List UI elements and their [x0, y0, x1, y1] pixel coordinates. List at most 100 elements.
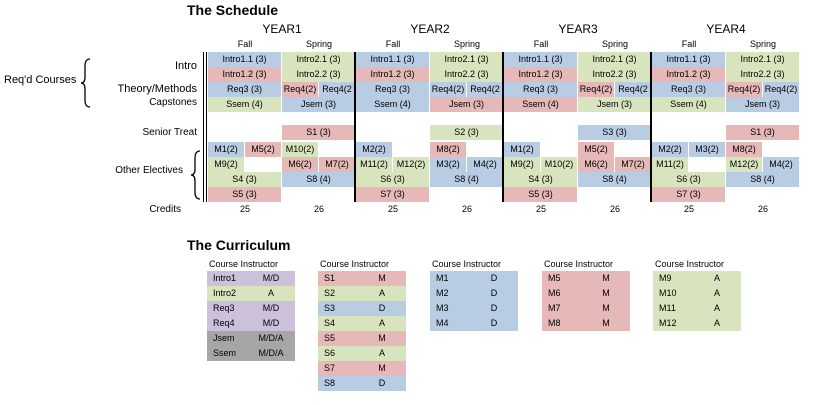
course-cell: Ssem [213, 348, 237, 358]
credit-value: 26 [609, 204, 620, 214]
table-row: M12 A [653, 316, 741, 331]
schedule-cell: M4(2) [467, 157, 503, 172]
schedule-cell: Jsem (3) [282, 97, 355, 112]
schedule-cell: Jsem (3) [726, 97, 799, 112]
schedule-cell: S7 (3) [356, 187, 429, 202]
schedule-cell: M7(2) [615, 157, 651, 172]
table-row: M5 M [542, 271, 630, 286]
schedule-cell: S4 (3) [208, 172, 281, 187]
instructor-cell: M/D/A [258, 333, 284, 343]
schedule-cell: Intro1.2 (3) [356, 67, 429, 82]
header-course: Course [320, 259, 350, 269]
instructor-cell: M/D/A [258, 348, 284, 358]
credit-value: 26 [461, 204, 472, 214]
schedule-cell: Intro2.2 (3) [726, 67, 799, 82]
schedule-cell: Req4(2) [282, 82, 318, 97]
schedule-cell: S8 (4) [726, 172, 799, 187]
row-label-theory: Theory/Methods [117, 83, 197, 95]
table-row: Jsem M/D/A [207, 331, 295, 346]
credit-value: 25 [387, 204, 398, 214]
table-header: Course Instructor [430, 257, 518, 271]
schedule-cell: Ssem (4) [504, 97, 577, 112]
table-header: Course Instructor [207, 257, 295, 271]
schedule-cell: S3 (3) [578, 125, 651, 140]
course-cell: M1 [436, 273, 449, 283]
course-cell: M10 [659, 288, 677, 298]
instructor-cell: A [713, 273, 720, 283]
table-row: M11 A [653, 301, 741, 316]
row-label-other-electives: Other Electives [115, 165, 183, 176]
schedule-cell: S8 (4) [430, 172, 503, 187]
course-cell: M11 [659, 303, 676, 313]
schedule-cell: Req4(2) [430, 82, 466, 97]
schedule-cell: M6(2) [282, 157, 318, 172]
table-row: M3 D [430, 301, 518, 316]
brace-reqd-icon [80, 58, 91, 108]
row-label-senior-treat: Senior Treat [142, 127, 197, 138]
row-label-intro: Intro [174, 60, 197, 72]
instructor-cell: A [378, 318, 385, 328]
course-cell: Req4 [213, 318, 235, 328]
instructor-cell: M [378, 273, 386, 283]
course-cell: S8 [324, 378, 336, 388]
schedule-cell: Ssem (4) [208, 97, 281, 112]
instructor-cell: M/D [262, 318, 280, 328]
course-cell: S1 [324, 273, 336, 283]
course-cell: Intro2 [213, 288, 237, 298]
schedule-cell: Intro1.1 (3) [356, 52, 429, 67]
course-cell: Req3 [213, 303, 235, 313]
table-row: Intro2 A [207, 286, 295, 301]
schedule-cell: Req4(2 [615, 82, 651, 97]
header-course: Course [432, 259, 462, 269]
course-cell: S5 [324, 333, 336, 343]
year-divider [206, 52, 207, 202]
schedule-cell: S5 (3) [208, 187, 281, 202]
credit-value: 25 [683, 204, 694, 214]
year-header-4: YEAR4 [706, 22, 746, 36]
curriculum-table: Course Instructor M5 M M6 M M7 M M8 M [542, 257, 630, 331]
instructor-cell: D [490, 303, 498, 313]
schedule-cell: Jsem (3) [430, 97, 503, 112]
instructor-cell: M [602, 318, 610, 328]
course-cell: Intro1 [213, 273, 237, 283]
schedule-cell: M9(2) [208, 157, 244, 172]
schedule-cell: M11(2) [356, 157, 392, 172]
credit-value: 25 [239, 204, 250, 214]
table-row: S2 A [318, 286, 406, 301]
instructor-cell: D [490, 318, 498, 328]
schedule-cell: S5 (3) [504, 187, 577, 202]
schedule-cell: Req3 (3) [652, 82, 725, 97]
schedule-cell: Req4(2 [467, 82, 503, 97]
curriculum-table: Course Instructor M9 A M10 A M11 A M12 A [653, 257, 741, 331]
instructor-cell: M/D [262, 303, 280, 313]
year-divider [354, 52, 356, 202]
course-cell: M9 [659, 273, 672, 283]
schedule-cell: S7 (3) [652, 187, 725, 202]
header-course: Course [544, 259, 574, 269]
schedule-cell: Req4(2) [578, 82, 614, 97]
semester-header: Fall [237, 39, 253, 49]
course-cell: S4 [324, 318, 336, 328]
table-row: M7 M [542, 301, 630, 316]
year-header-3: YEAR3 [558, 22, 598, 36]
schedule-cell: M5(2) [578, 142, 614, 157]
header-instructor: Instructor [575, 259, 614, 269]
course-cell: M3 [436, 303, 449, 313]
curriculum-table: Course Instructor Intro1 M/D Intro2 A Req3 M/D… [207, 257, 295, 361]
schedule-cell: M10(2) [541, 157, 577, 172]
header-course: Course [655, 259, 685, 269]
instructor-cell: A [713, 318, 720, 328]
header-instructor: Instructor [463, 259, 502, 269]
schedule-cell: Intro2.1 (3) [282, 52, 355, 67]
table-row: S3 D [318, 301, 406, 316]
instructor-cell: A [267, 288, 274, 298]
header-instructor: Instructor [351, 259, 390, 269]
table-row: S4 A [318, 316, 406, 331]
course-cell: S2 [324, 288, 336, 298]
header-instructor: Instructor [686, 259, 725, 269]
semester-header: Spring [453, 39, 480, 49]
table-row: M9 A [653, 271, 741, 286]
brace-electives-icon [190, 150, 201, 200]
table-row: S8 D [318, 376, 406, 391]
schedule-cell: M1(2) [504, 142, 540, 157]
